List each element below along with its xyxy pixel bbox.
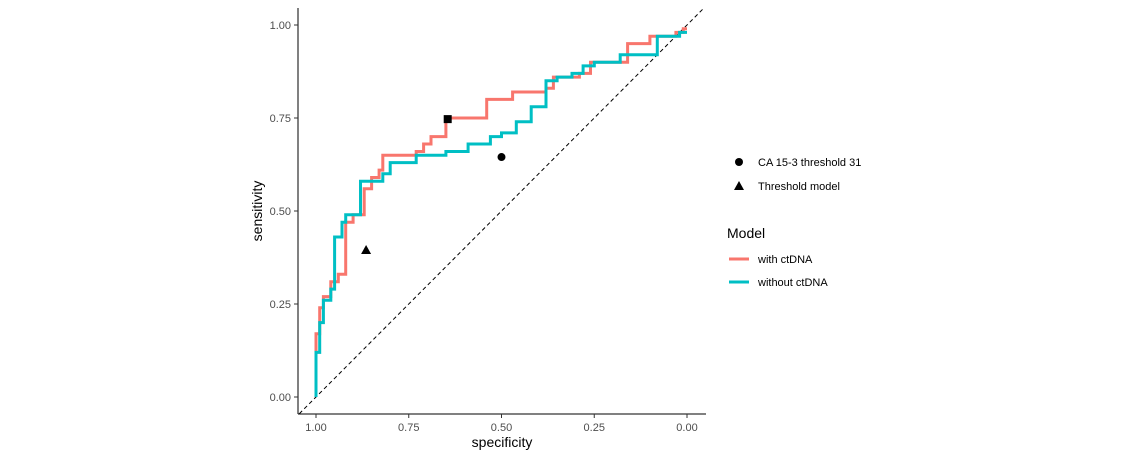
triangle-marker-1 (361, 245, 372, 255)
plot-area (298, 7, 705, 415)
y-ticks: 0.00 0.25 0.50 0.75 1.00 (270, 20, 298, 404)
legend-label: without ctDNA (757, 277, 828, 289)
y-tick-label: 0.50 (270, 206, 291, 218)
x-tick-label: 0.00 (676, 422, 697, 434)
y-tick-label: 0.25 (270, 299, 291, 311)
y-tick-label: 1.00 (270, 20, 291, 32)
roc-curve-with-ctdna (314, 27, 687, 397)
x-tick-label: 0.50 (491, 422, 512, 434)
y-tick-label: 0.00 (270, 392, 291, 404)
y-tick-label: 0.75 (270, 113, 291, 125)
model-legend: with ctDNA without ctDNA (729, 254, 828, 289)
legend-label: CA 15-3 threshold 31 (758, 157, 861, 169)
reference-diagonal (298, 7, 705, 415)
legend-triangle-key (734, 181, 744, 190)
shape-legend: CA 15-3 threshold 31 Threshold model (734, 157, 861, 193)
legend-circle-key (735, 158, 743, 166)
x-tick-label: 0.75 (398, 422, 419, 434)
y-axis-title: sensitivity (249, 181, 265, 242)
x-axis-title: specificity (472, 434, 533, 450)
legend-title: Model (727, 225, 765, 241)
circle-marker-0 (497, 153, 506, 162)
roc-curve-without-ctdna (314, 30, 687, 397)
x-tick-label: 0.25 (584, 422, 605, 434)
x-ticks: 1.00 0.75 0.50 0.25 0.00 (305, 414, 698, 434)
square-marker-2 (443, 115, 452, 124)
x-tick-label: 1.00 (305, 422, 326, 434)
legend-label: with ctDNA (757, 254, 813, 266)
legend-label: Threshold model (758, 181, 840, 193)
